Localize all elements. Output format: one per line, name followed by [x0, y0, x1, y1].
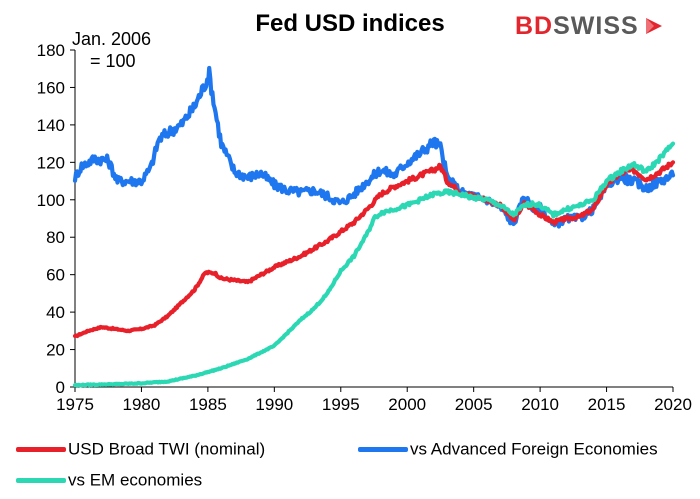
logo-bd: BD [515, 12, 554, 40]
y-tick-label: 140 [37, 116, 65, 135]
index-base-line2: = 100 [90, 51, 136, 71]
legend-item-broad: USD Broad TWI (nominal) [16, 439, 265, 460]
legend-label-broad: USD Broad TWI (nominal) [68, 439, 266, 459]
logo-swiss: SWISS [553, 12, 639, 40]
x-tick-label: 2000 [388, 395, 426, 414]
y-tick-label: 20 [46, 341, 65, 360]
legend-swatch-em [16, 478, 66, 484]
logo-chevron-icon [646, 18, 663, 34]
index-base-line1: Jan. 2006 [72, 29, 152, 49]
legend-label-em: vs EM economies [68, 470, 203, 490]
x-tick-label: 2010 [521, 395, 559, 414]
y-tick-label: 100 [37, 191, 65, 210]
tick-labels: 0 20 40 60 80 100 120 140 160 180 1975 1980 1985 1990… [37, 41, 692, 414]
series-line-em [72, 141, 676, 388]
x-tick-label: 2005 [455, 395, 493, 414]
x-tick-label: 2015 [588, 395, 626, 414]
y-tick-label: 60 [46, 266, 65, 285]
x-tick-label: 1995 [322, 395, 360, 414]
y-tick-label: 0 [56, 378, 65, 397]
x-tick-label: 1990 [255, 395, 293, 414]
y-tick-label: 40 [46, 303, 65, 322]
series-line-broad [72, 160, 676, 339]
legend-swatch-broad [16, 447, 66, 453]
x-tick-label: 1980 [123, 395, 161, 414]
x-tick-label: 2020 [654, 395, 692, 414]
y-tick-label: 160 [37, 78, 65, 97]
chart-title: Fed USD indices [255, 10, 445, 37]
legend-label-afe: vs Advanced Foreign Economies [410, 439, 658, 459]
y-tick-label: 180 [37, 41, 65, 60]
x-tick-label: 1975 [56, 395, 94, 414]
axes [70, 49, 674, 392]
legend-item-em: vs EM economies [16, 470, 202, 491]
series-layer [72, 65, 676, 388]
legend-swatch-afe [358, 447, 408, 453]
legend-item-afe: vs Advanced Foreign Economies [358, 439, 658, 460]
index-base-note: Jan. 2006 = 100 [72, 28, 151, 72]
y-tick-label: 80 [46, 228, 65, 247]
bdswiss-logo: BDSWISS [515, 12, 665, 42]
y-tick-label: 120 [37, 153, 65, 172]
x-tick-label: 1985 [189, 395, 227, 414]
